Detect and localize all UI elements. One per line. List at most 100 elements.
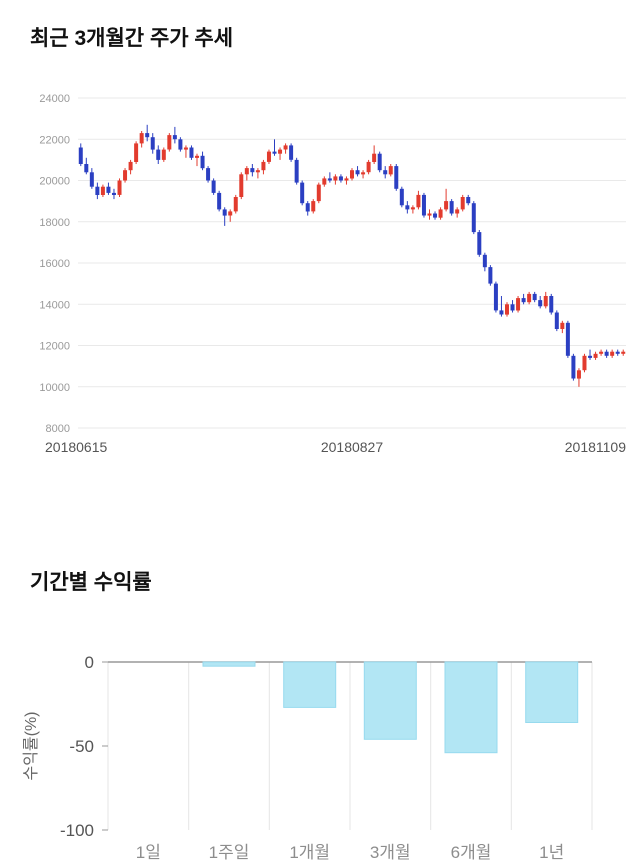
return-category-label: 1주일 <box>209 843 250 862</box>
candle <box>521 298 526 303</box>
candle <box>278 149 283 154</box>
candle <box>399 188 404 206</box>
candle <box>438 209 443 218</box>
candle <box>604 351 609 356</box>
return-bar <box>444 661 498 754</box>
price-x-axis-labels: 20180615 20180827 20181109 <box>45 439 626 455</box>
candle <box>255 170 260 173</box>
candle <box>488 267 493 284</box>
candle <box>560 322 565 329</box>
candle <box>571 355 576 379</box>
candle <box>333 176 338 181</box>
candle <box>300 182 305 204</box>
candle <box>405 205 410 210</box>
candle <box>78 147 83 164</box>
candlestick-chart: 8000 10000 12000 14000 16000 18000 20000 22000 2… <box>39 93 626 455</box>
returns-ytick: -50 <box>69 737 94 756</box>
candle <box>322 178 327 185</box>
price-grid: 8000 10000 12000 14000 16000 18000 20000 22000 2… <box>39 93 626 435</box>
candle <box>145 133 150 138</box>
candles <box>78 124 626 387</box>
returns-grid <box>107 662 593 830</box>
candle <box>156 149 161 160</box>
candle <box>527 293 532 303</box>
candle <box>294 159 299 183</box>
return-category-label: 3개월 <box>370 843 411 862</box>
candle <box>377 153 382 171</box>
candle <box>372 153 377 162</box>
candle <box>289 145 294 160</box>
candle <box>172 135 177 140</box>
xtick-mid-date: 20180827 <box>321 439 384 455</box>
candle <box>100 186 105 195</box>
candle <box>183 147 188 150</box>
returns-y-axis-label: 수익률(%) <box>22 711 40 780</box>
candle <box>233 197 238 212</box>
candle <box>344 178 349 181</box>
price-ytick: 20000 <box>39 176 70 188</box>
candle <box>615 351 620 354</box>
candle <box>167 135 172 150</box>
candle <box>416 194 421 208</box>
candle <box>383 170 388 175</box>
candle <box>455 209 460 214</box>
return-category-label: 1개월 <box>289 843 330 862</box>
candle <box>499 310 504 315</box>
candle <box>272 151 277 154</box>
candle <box>576 370 581 379</box>
candle <box>543 296 548 307</box>
candle <box>106 186 111 193</box>
candle <box>327 178 332 181</box>
candle <box>427 213 432 216</box>
candle <box>565 322 570 356</box>
candle <box>316 184 321 202</box>
candle <box>222 209 227 216</box>
candle <box>549 296 554 313</box>
candle <box>471 203 476 233</box>
candle <box>123 170 128 181</box>
candle <box>477 232 482 255</box>
candle <box>189 147 194 158</box>
candle <box>305 203 310 212</box>
candle <box>139 133 144 144</box>
period-returns-title: 기간별 수익률 <box>30 571 152 594</box>
candle <box>366 161 371 173</box>
candle <box>355 170 360 175</box>
candle <box>410 207 415 210</box>
candle <box>206 168 211 181</box>
candle <box>195 155 200 158</box>
candle <box>361 172 366 175</box>
candle <box>128 161 133 171</box>
candle <box>150 137 155 150</box>
candle <box>460 197 465 210</box>
candle <box>266 151 271 162</box>
candle <box>482 254 487 268</box>
price-trend-title: 최근 3개월간 주가 추세 <box>30 27 234 50</box>
candle <box>554 312 559 329</box>
candle <box>516 298 521 311</box>
candle <box>599 351 604 354</box>
candle <box>244 168 249 175</box>
return-bar <box>202 661 256 667</box>
candle <box>493 283 498 311</box>
price-ytick: 10000 <box>39 382 70 394</box>
candle <box>239 174 244 197</box>
candle <box>161 149 166 160</box>
returns-bar-chart: 0 -50 -100 수익률(%) 1일 1주일 1개월 3개월 6개월 1년 <box>22 653 593 862</box>
candle <box>84 164 89 173</box>
candle <box>444 201 449 210</box>
candle <box>134 143 139 162</box>
candle <box>117 180 122 195</box>
candle <box>111 192 116 195</box>
return-bar <box>363 661 417 740</box>
candle <box>250 168 255 173</box>
returns-ytick: -100 <box>60 821 94 840</box>
candle <box>510 304 515 311</box>
candle <box>466 197 471 204</box>
return-bar <box>283 661 337 708</box>
return-category-label: 1일 <box>136 843 161 862</box>
candle <box>388 166 393 175</box>
price-ytick: 16000 <box>39 258 70 270</box>
candle <box>283 145 288 150</box>
price-ytick: 18000 <box>39 217 70 229</box>
